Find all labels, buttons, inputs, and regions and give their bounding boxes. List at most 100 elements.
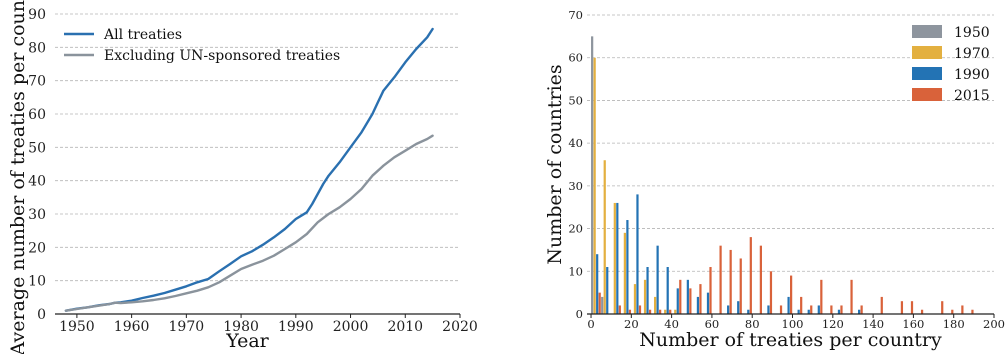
bar-1970: [593, 57, 596, 315]
bar-2015: [900, 301, 904, 314]
y-tick-label: 90: [28, 7, 46, 23]
bar-1990: [696, 296, 700, 314]
bar-1950: [601, 296, 604, 314]
bar-1990: [666, 267, 669, 314]
bar-1990: [727, 305, 730, 314]
y-axis-label: Number of countries: [544, 64, 566, 264]
bar-2015: [648, 309, 652, 314]
bar-2015: [669, 309, 672, 314]
left-line-chart: 0 10 20 30 40 50 60 70 80 90 1950 1960 1970 1980 1990 2…: [7, 0, 478, 354]
bar-1990: [737, 301, 740, 314]
bar-2015: [659, 309, 662, 314]
bar-1990: [596, 254, 599, 314]
y-tick-label: 20: [28, 240, 46, 256]
x-tick-label: 0: [587, 317, 594, 331]
x-axis-label: Year: [225, 330, 269, 352]
legend-label: 1990: [954, 67, 990, 83]
x-axis-label: Number of treaties per country: [639, 329, 942, 351]
bar-2015: [618, 305, 621, 314]
x-tick-label: 20: [624, 317, 639, 331]
bar-1970: [674, 309, 677, 314]
bar-1990: [817, 305, 820, 314]
bar-1970: [664, 309, 667, 314]
y-tick-label: 10: [28, 274, 46, 290]
bar-2015: [749, 237, 752, 314]
bar-1990: [626, 220, 629, 314]
bar-1990: [706, 292, 710, 314]
bar-2015: [598, 292, 601, 314]
y-tick-label: 70: [28, 74, 46, 90]
bar-2015: [840, 305, 843, 314]
bar-1990: [616, 202, 619, 314]
x-tick-label: 60: [705, 317, 720, 331]
x-tick-label: 2010: [387, 319, 423, 335]
right-histogram-chart: 0 10 20 30 40 50 60 70 0 20 40 60 80 100 120 140 160 180 2…: [544, 8, 1005, 351]
bar-1970: [603, 160, 606, 314]
bar-2015: [739, 258, 742, 314]
y-tick-label: 70: [568, 8, 583, 22]
y-tick-label: 20: [568, 222, 583, 236]
legend-swatch: [912, 67, 942, 80]
bar-2015: [810, 305, 813, 314]
x-tick-label: 1960: [114, 319, 150, 335]
bar-1970: [633, 284, 637, 314]
bar-1990: [797, 309, 800, 314]
x-tick-label: 40: [664, 317, 679, 331]
bar-2015: [800, 296, 803, 314]
x-tick-label: 160: [902, 317, 924, 331]
bar-2015: [941, 301, 944, 314]
y-axis-label: Average number of treaties per country: [7, 0, 29, 354]
bar-2015: [860, 305, 863, 314]
y-tick-label: 0: [37, 307, 46, 323]
bar-2015: [729, 249, 732, 314]
bar-2015: [719, 245, 722, 314]
y-tick-label: 60: [28, 107, 46, 123]
bar-1990: [858, 309, 861, 314]
bar-2015: [628, 309, 632, 314]
x-tick-label: 80: [745, 317, 760, 331]
legend-label: 2015: [954, 88, 990, 104]
x-tick-label: 120: [822, 317, 844, 331]
bar-2015: [961, 305, 964, 314]
y-tick-label: 50: [568, 93, 583, 107]
x-tick-label: 1980: [223, 319, 259, 335]
bar-1970: [623, 232, 626, 314]
bar-1990: [646, 267, 649, 314]
bar-2015: [850, 279, 853, 314]
series-line-excluding-un: [64, 134, 434, 312]
y-tick-label: 40: [28, 174, 46, 190]
legend-swatch: [912, 88, 942, 101]
bar-1970: [643, 279, 647, 314]
y-tick-label: 0: [576, 307, 583, 321]
bar-1970: [613, 202, 616, 314]
bar-2015: [971, 309, 974, 314]
bar-1990: [606, 267, 609, 314]
legend-label: Excluding UN-sponsored treaties: [104, 48, 340, 64]
y-tick-label: 80: [28, 40, 46, 56]
y-tick-label: 60: [568, 51, 583, 65]
y-tick-label: 50: [28, 140, 46, 156]
bar-2015: [689, 288, 692, 314]
bar-2015: [779, 305, 783, 314]
x-tick-label: 180: [943, 317, 965, 331]
x-tick-label: 2000: [333, 319, 369, 335]
bar-2015: [920, 309, 924, 314]
y-tick-label: 30: [568, 179, 583, 193]
y-tick-label: 40: [568, 136, 583, 150]
bar-1990: [747, 309, 750, 314]
bar-1990: [636, 194, 639, 314]
bar-2015: [880, 296, 883, 314]
x-tick-label: 200: [983, 317, 1005, 331]
bar-2015: [759, 245, 762, 314]
bar-2015: [709, 267, 712, 314]
bar-1970: [653, 296, 657, 314]
x-tick-label: 1970: [169, 319, 205, 335]
bar-1990: [837, 309, 841, 314]
x-tick-label: 1950: [59, 319, 95, 335]
bar-1950: [591, 36, 594, 315]
x-tick-label: 140: [862, 317, 884, 331]
bar-2015: [790, 275, 793, 314]
bar-1990: [686, 279, 689, 314]
bar-1990: [676, 288, 679, 314]
